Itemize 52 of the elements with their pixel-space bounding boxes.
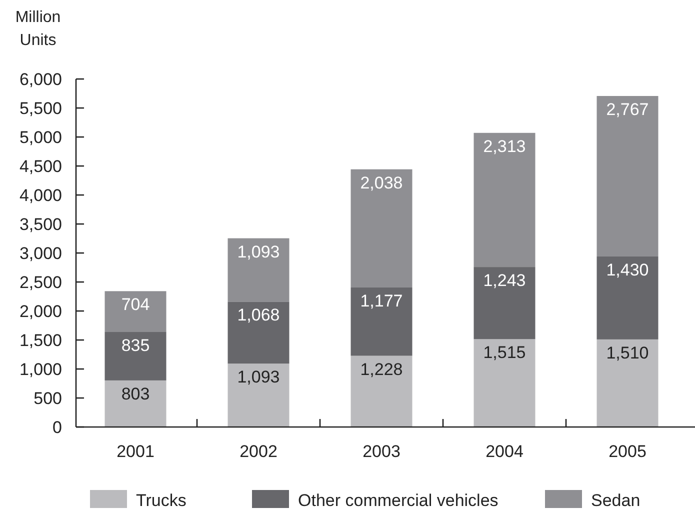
- y-tick-label: 2,500: [19, 272, 62, 292]
- y-tick-label: 5,500: [19, 98, 62, 118]
- legend-label: Trucks: [136, 490, 186, 510]
- data-label: 1,430: [606, 260, 649, 280]
- bar: [104, 380, 166, 427]
- data-label: 835: [121, 336, 150, 355]
- data-label: 1,068: [237, 306, 280, 325]
- y-tick-label: 4,000: [19, 186, 62, 205]
- legend-label: Sedan: [591, 490, 640, 510]
- y-tick-label: 0: [52, 418, 62, 437]
- data-label: 2,767: [606, 100, 649, 119]
- bar: [228, 302, 290, 364]
- data-label: 1,510: [606, 343, 649, 362]
- bar: [350, 356, 412, 427]
- y-tick-label: 6,000: [19, 70, 62, 89]
- bar: [350, 169, 412, 288]
- y-tick-label: 500: [34, 388, 62, 408]
- bar: [104, 332, 166, 380]
- data-label: 2,313: [483, 136, 526, 156]
- y-tick-label: 4,500: [19, 156, 62, 176]
- bar: [474, 339, 536, 427]
- bar: [350, 288, 412, 356]
- x-tick-label: 2004: [486, 442, 524, 461]
- x-tick-label: 2005: [608, 442, 646, 461]
- data-label: 1,228: [360, 360, 403, 379]
- bar: [596, 256, 658, 340]
- data-label: 1,093: [237, 242, 280, 262]
- y-axis-title: Million Units: [15, 9, 61, 49]
- y-tick-label: 1,000: [19, 360, 62, 379]
- bar: [474, 267, 536, 340]
- y-tick-label: 3,000: [19, 244, 62, 263]
- data-label: 1,243: [483, 271, 526, 290]
- x-tick-label: 2002: [240, 442, 278, 461]
- y-tick-label: 1,500: [19, 330, 62, 350]
- bar: [228, 364, 290, 427]
- data-label: 803: [121, 384, 150, 404]
- data-label: 1,515: [483, 343, 526, 362]
- x-tick-label: 2001: [116, 442, 154, 461]
- bar: [596, 96, 658, 256]
- y-tick-label: 5,000: [19, 128, 62, 147]
- data-label: 704: [121, 295, 150, 314]
- data-label: 1,177: [360, 292, 403, 311]
- bar: [104, 291, 166, 332]
- data-label: 1,093: [237, 368, 280, 387]
- y-tick-label: 3,500: [19, 214, 62, 234]
- bar: [474, 132, 536, 268]
- x-tick-label: 2003: [362, 442, 400, 461]
- y-tick-label: 2,000: [19, 302, 62, 321]
- legend-label: Other commercial vehicles: [298, 490, 498, 510]
- bar: [596, 339, 658, 427]
- bar: [228, 238, 290, 302]
- data-label: 2,038: [360, 173, 403, 192]
